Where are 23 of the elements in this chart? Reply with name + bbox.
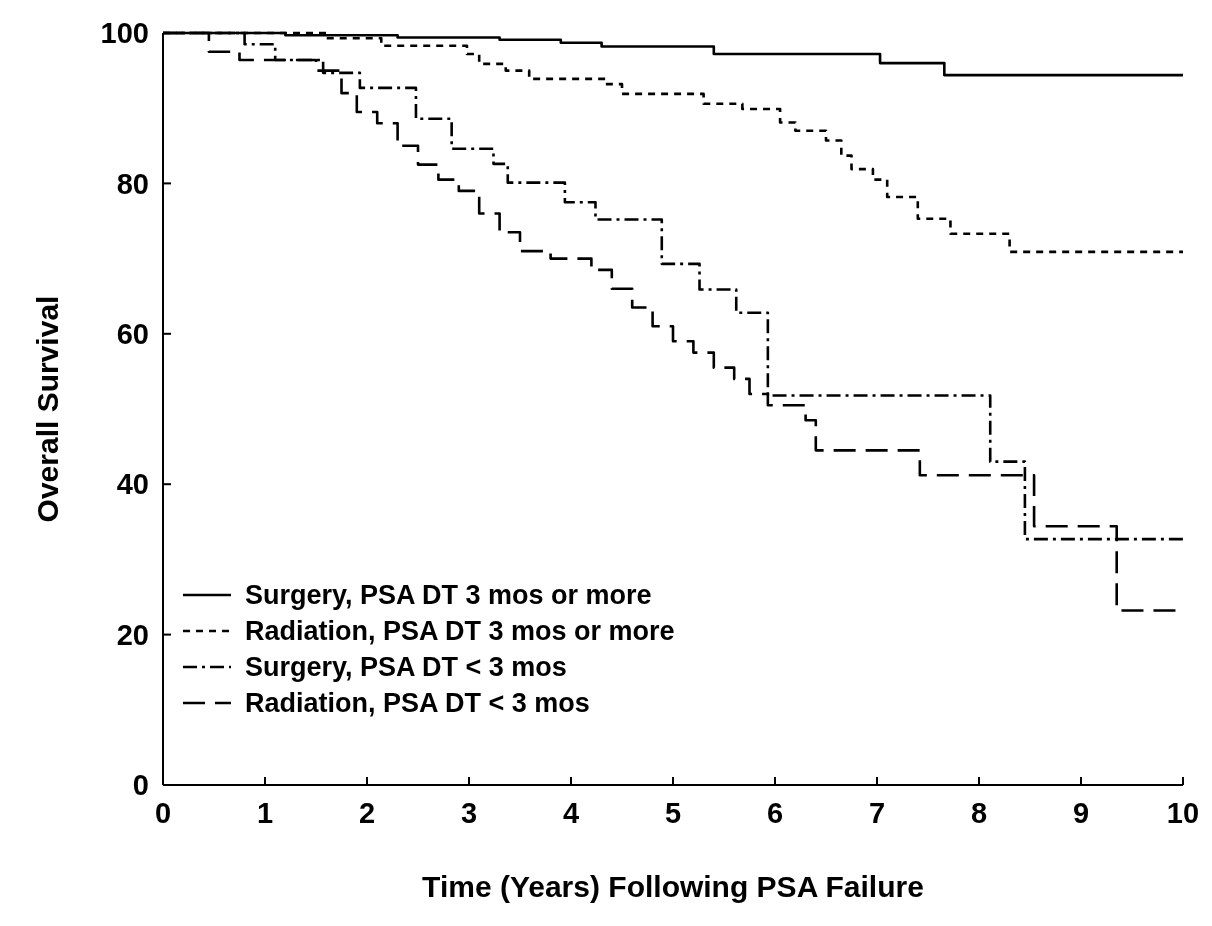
y-tick-label: 100 xyxy=(100,17,149,50)
x-tick-label: 9 xyxy=(1072,797,1090,829)
x-tick-label: 10 xyxy=(1166,797,1200,829)
x-tick-label: 6 xyxy=(766,797,784,829)
x-tick-label: 4 xyxy=(562,797,580,829)
y-tick-label: 40 xyxy=(116,468,149,501)
legend-label: Surgery, PSA DT 3 mos or more xyxy=(245,580,652,611)
x-tick-label: 5 xyxy=(664,797,682,829)
x-tick-label: 7 xyxy=(868,797,886,829)
x-tick-label: 0 xyxy=(154,797,172,829)
x-tick-label: 8 xyxy=(970,797,988,829)
x-tick-label: 1 xyxy=(256,797,274,829)
y-tick-label: 20 xyxy=(116,618,149,651)
y-tick-label: 80 xyxy=(116,167,149,200)
legend-label: Radiation, PSA DT < 3 mos xyxy=(245,688,590,719)
y-axis-title: Overall Survival xyxy=(31,295,64,523)
x-tick-label: 3 xyxy=(460,797,478,829)
legend-label: Surgery, PSA DT < 3 mos xyxy=(245,652,567,683)
x-tick-label: 2 xyxy=(358,797,376,829)
y-tick-label: 60 xyxy=(116,317,149,350)
legend-label: Radiation, PSA DT 3 mos or more xyxy=(245,616,675,647)
y-tick-label: 0 xyxy=(132,769,149,802)
x-axis-title: Time (Years) Following PSA Failure xyxy=(422,870,924,903)
